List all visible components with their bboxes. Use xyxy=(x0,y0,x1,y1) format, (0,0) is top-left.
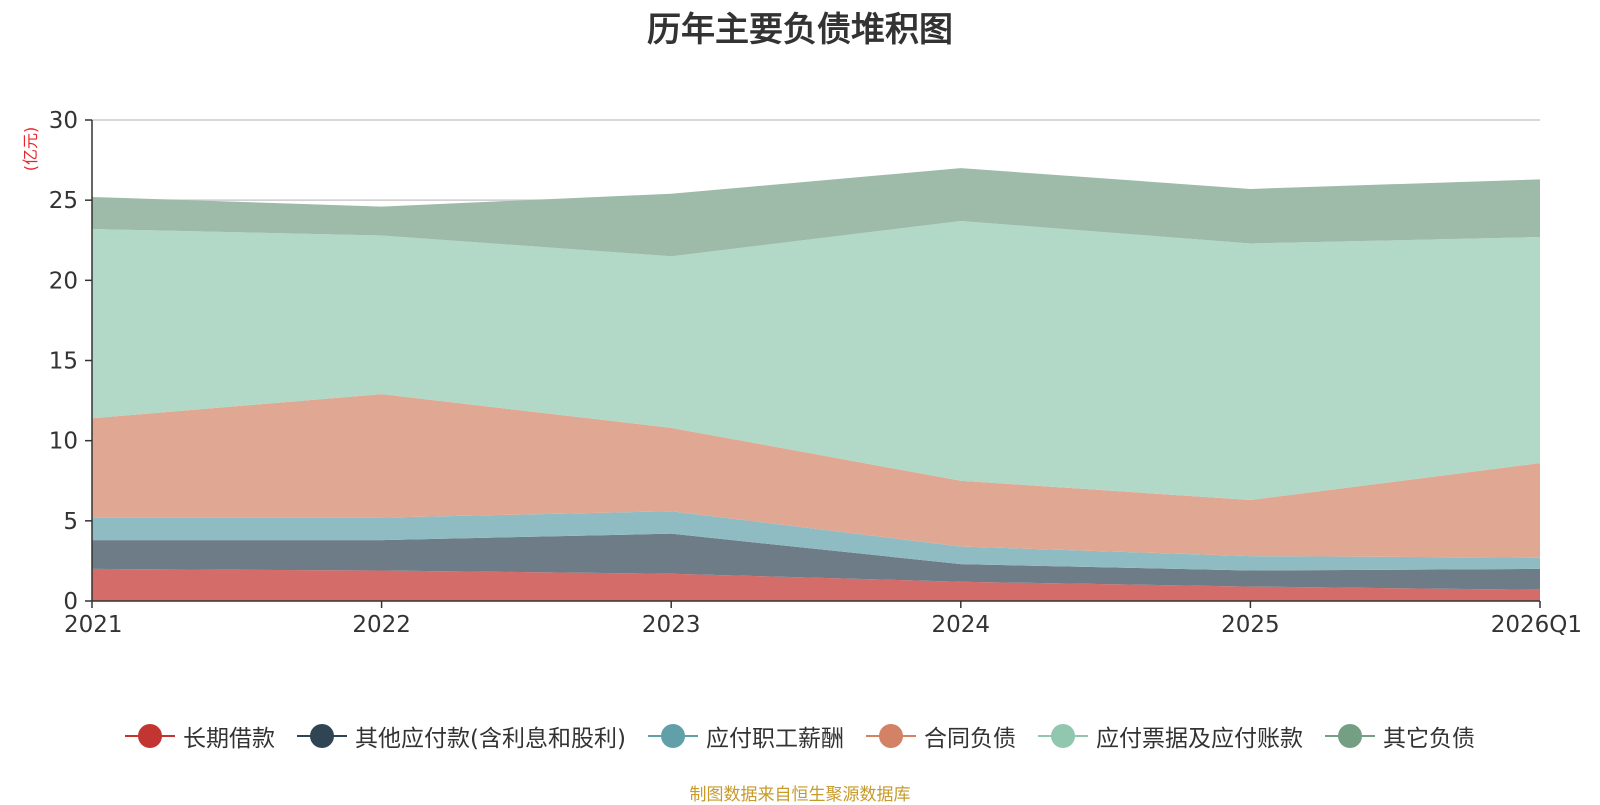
legend-marker-icon xyxy=(865,724,916,748)
x-tick-label: 2026Q1 xyxy=(1491,612,1582,638)
y-tick-label: 30 xyxy=(49,108,78,134)
legend-marker-icon xyxy=(1037,724,1088,748)
legend-marker-icon xyxy=(647,724,698,748)
legend-label: 合同负债 xyxy=(923,726,1016,752)
legend-marker-dot xyxy=(660,724,685,748)
legend-marker-dot xyxy=(1337,724,1362,748)
x-tick-label: 2022 xyxy=(352,612,411,638)
legend-marker-dot xyxy=(1050,724,1075,748)
area-series-5 xyxy=(92,221,1540,500)
x-tick-label: 2025 xyxy=(1221,612,1280,638)
legend-item-2[interactable]: 其他应付款(含利息和股利) xyxy=(297,719,626,753)
legend-item-4[interactable]: 合同负债 xyxy=(865,719,1016,753)
legend-marker-icon xyxy=(125,724,176,748)
legend-label: 其它负债 xyxy=(1382,726,1475,752)
legend-marker-icon xyxy=(297,724,348,748)
source-note: 制图数据来自恒生聚源数据库 xyxy=(689,785,911,805)
x-tick-label: 2024 xyxy=(932,612,991,638)
y-tick-label: 5 xyxy=(63,509,78,535)
legend-label: 应付职工薪酬 xyxy=(705,726,844,752)
chart-title: 历年主要负债堆积图 xyxy=(647,10,953,50)
y-tick-label: 20 xyxy=(49,268,78,294)
area-series-6 xyxy=(92,168,1540,257)
legend-marker-dot xyxy=(138,724,163,748)
legend-item-3[interactable]: 应付职工薪酬 xyxy=(647,719,844,753)
area-series-2 xyxy=(92,533,1540,590)
legend-item-1[interactable]: 长期借款 xyxy=(125,719,275,753)
x-tick-label: 2023 xyxy=(642,612,701,638)
legend-label: 应付票据及应付账款 xyxy=(1095,726,1303,752)
area-series-4 xyxy=(92,394,1540,558)
legend-item-5[interactable]: 应付票据及应付账款 xyxy=(1037,719,1303,753)
y-tick-label: 0 xyxy=(63,589,78,615)
legend-item-6[interactable]: 其它负债 xyxy=(1324,719,1475,753)
y-tick-label: 15 xyxy=(49,349,78,375)
area-series-1 xyxy=(92,568,1540,601)
legend-marker-dot xyxy=(878,724,903,748)
legend-label: 长期借款 xyxy=(183,726,276,752)
area-series xyxy=(92,168,1540,601)
legend: 长期借款 其他应付款(含利息和股利) 应付职工薪酬 合同负债 应付票据及应付账款 其它负债 xyxy=(0,718,1600,754)
area-series-3 xyxy=(92,511,1540,571)
x-tick-label: 2021 xyxy=(64,612,123,638)
y-tick-label: 10 xyxy=(49,429,78,455)
legend-label: 其他应付款(含利息和股利) xyxy=(355,726,626,752)
legend-marker-dot xyxy=(310,724,335,748)
legend-marker-icon xyxy=(1324,724,1375,748)
y-tick-label: 25 xyxy=(49,188,78,214)
